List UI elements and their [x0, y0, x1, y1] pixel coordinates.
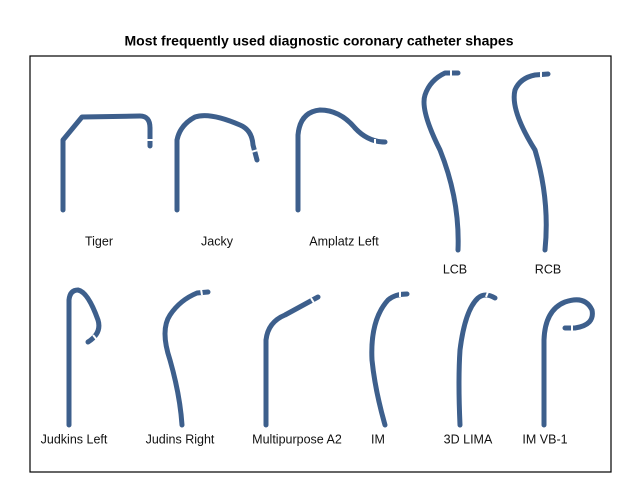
catheter-label: IM — [371, 432, 385, 446]
tip-gaps — [92, 70, 573, 341]
catheter-label: Judins Right — [146, 432, 215, 446]
rcb-shape — [511, 71, 551, 253]
imvb1-shape — [541, 297, 595, 428]
catheter-label: 3D LIMA — [444, 432, 493, 446]
title: Most frequently used diagnostic coronary… — [125, 33, 514, 49]
jacky-shape — [174, 113, 260, 213]
catheter-label: Multipurpose A2 — [252, 432, 342, 446]
frame — [29, 55, 612, 473]
amplatz-shape — [295, 107, 388, 213]
im-shape — [369, 291, 410, 428]
judkins-left-shape — [66, 287, 102, 428]
lima-shape — [456, 292, 498, 428]
catheter-label: LCB — [443, 262, 467, 276]
lcb-shape — [421, 70, 461, 253]
judkins-right-shape — [162, 289, 211, 428]
tiger-shape — [60, 113, 153, 213]
catheter-label: RCB — [535, 262, 561, 276]
multipurpose-shape — [263, 294, 321, 428]
catheter-label: IM VB-1 — [522, 432, 567, 446]
catheter-label: Tiger — [85, 234, 113, 248]
catheters — [60, 70, 595, 428]
catheter-label: Judkins Left — [41, 432, 108, 446]
catheter-label: Amplatz Left — [309, 234, 379, 248]
catheter-label: Jacky — [201, 234, 234, 248]
